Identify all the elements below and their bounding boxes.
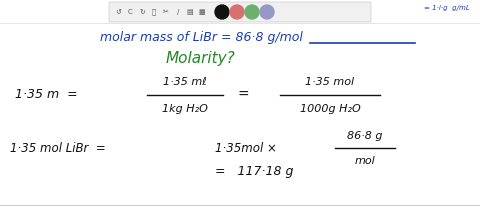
Text: =   117·18 g: = 117·18 g	[215, 166, 293, 179]
Text: ▦: ▦	[199, 9, 205, 15]
Text: 1000g H₂O: 1000g H₂O	[300, 104, 360, 114]
Text: 1kg H₂O: 1kg H₂O	[162, 104, 208, 114]
Text: 1·35 mℓ: 1·35 mℓ	[163, 77, 207, 87]
Text: 1·35 mol: 1·35 mol	[305, 77, 355, 87]
Text: ↻: ↻	[139, 9, 145, 15]
Circle shape	[230, 5, 244, 19]
Text: mol: mol	[355, 156, 375, 166]
Text: ↺: ↺	[115, 9, 121, 15]
Text: molar mass of LiBr = 86·8 g/mol: molar mass of LiBr = 86·8 g/mol	[100, 32, 303, 45]
Text: ▤: ▤	[187, 9, 193, 15]
Text: ✂: ✂	[163, 9, 169, 15]
Text: Molarity?: Molarity?	[165, 50, 235, 66]
Circle shape	[215, 5, 229, 19]
Text: C: C	[128, 9, 132, 15]
Text: 86·8 g: 86·8 g	[347, 131, 383, 141]
Circle shape	[245, 5, 259, 19]
Text: 1·35 m  =: 1·35 m =	[15, 88, 78, 102]
Text: /: /	[177, 9, 179, 15]
Text: ⯊: ⯊	[152, 9, 156, 15]
Text: 1·35mol ×: 1·35mol ×	[215, 141, 277, 155]
Text: 1·35 mol LiBr  =: 1·35 mol LiBr =	[10, 141, 106, 155]
Text: =: =	[237, 88, 249, 102]
Text: = 1·l·g  g/mL: = 1·l·g g/mL	[424, 5, 470, 11]
FancyBboxPatch shape	[109, 2, 371, 22]
Circle shape	[260, 5, 274, 19]
